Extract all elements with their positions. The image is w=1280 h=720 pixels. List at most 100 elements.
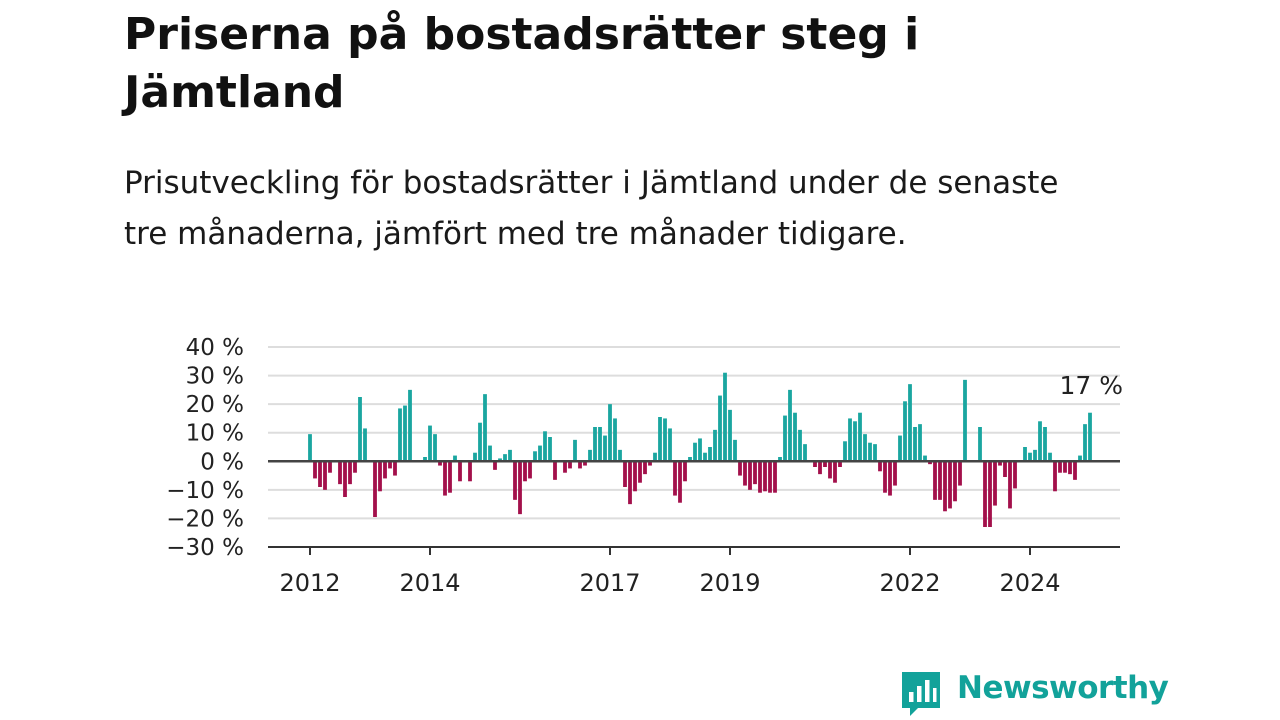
gridlines (268, 346, 1120, 520)
bar (403, 405, 407, 462)
x-tick-label: 2017 (579, 569, 640, 597)
bar (688, 457, 692, 462)
bar (843, 441, 847, 462)
bar (353, 461, 357, 473)
bar (1053, 461, 1057, 492)
bar (488, 445, 492, 462)
newsworthy-logo-icon (902, 672, 940, 716)
bar (398, 408, 402, 462)
bar (648, 461, 652, 466)
brand-name: Newsworthy (957, 670, 1169, 706)
bar (803, 444, 807, 462)
bar (823, 461, 827, 467)
bar (908, 384, 912, 462)
bar (308, 434, 312, 462)
bar (748, 461, 752, 490)
bar (543, 431, 547, 462)
bar (818, 461, 822, 475)
bar (673, 461, 677, 496)
y-tick-label: 10 % (186, 421, 244, 447)
y-tick-label: 30 % (186, 364, 244, 390)
last-value-label: 17 % (1059, 371, 1123, 400)
bar (483, 394, 487, 462)
bar (453, 455, 457, 462)
bar (578, 461, 582, 469)
bar (313, 461, 317, 479)
bar (1028, 452, 1032, 462)
bar (933, 461, 937, 500)
bar (643, 461, 647, 475)
bar (663, 418, 667, 462)
bar (318, 461, 322, 487)
x-tick-label: 2022 (879, 569, 940, 597)
bar (518, 461, 522, 515)
bar (1008, 461, 1012, 509)
bar (703, 452, 707, 462)
chart-title: Priserna på bostadsrätter steg i Jämtlan… (124, 9, 920, 118)
bar (438, 461, 442, 466)
bar (618, 449, 622, 462)
bar (363, 428, 367, 462)
bar (423, 457, 427, 462)
bar (478, 422, 482, 462)
bar (393, 461, 397, 476)
bar (1078, 455, 1082, 462)
bar (998, 461, 1002, 466)
bar (1068, 461, 1072, 475)
bar (1023, 447, 1027, 462)
bar (428, 425, 432, 462)
bar (903, 401, 907, 462)
bar (573, 439, 577, 462)
bar (763, 461, 767, 492)
bar (943, 461, 947, 512)
bar (598, 427, 602, 462)
bar (758, 461, 762, 493)
bar (328, 461, 332, 473)
bar (978, 427, 982, 462)
x-tick-label: 2014 (399, 569, 460, 597)
bar (548, 437, 552, 462)
bar (568, 461, 572, 469)
bar (883, 461, 887, 493)
bar (863, 434, 867, 462)
bar (593, 427, 597, 462)
bar (873, 444, 877, 462)
bar (473, 452, 477, 462)
bar (778, 457, 782, 462)
chart-subtitle: Prisutveckling för bostadsrätter i Jämtl… (124, 165, 1059, 252)
bar (853, 421, 857, 462)
bar (563, 461, 567, 473)
bar (1083, 424, 1087, 462)
bar (668, 428, 672, 462)
bar (948, 461, 952, 509)
bar (1063, 461, 1067, 473)
bar (888, 461, 892, 496)
bar (503, 454, 507, 462)
bar (813, 461, 817, 467)
bar (938, 461, 942, 500)
bar (388, 461, 392, 469)
bars (308, 372, 1092, 527)
bar (1013, 461, 1017, 489)
bar (983, 461, 987, 527)
bar (728, 409, 732, 462)
bar (448, 461, 452, 493)
bar (738, 461, 742, 476)
bar (743, 461, 747, 486)
bar (833, 461, 837, 483)
bar (838, 461, 842, 467)
bar (993, 461, 997, 506)
bar (583, 461, 587, 466)
bar (733, 439, 737, 462)
bar (698, 438, 702, 462)
bar (878, 461, 882, 472)
x-tick-label: 2024 (999, 569, 1060, 597)
bar (443, 461, 447, 496)
bar (1048, 452, 1052, 462)
bar (858, 412, 862, 462)
bar (638, 461, 642, 483)
x-tick-label: 2012 (279, 569, 340, 597)
bar (523, 461, 527, 482)
bar (628, 461, 632, 505)
bar (603, 435, 607, 462)
